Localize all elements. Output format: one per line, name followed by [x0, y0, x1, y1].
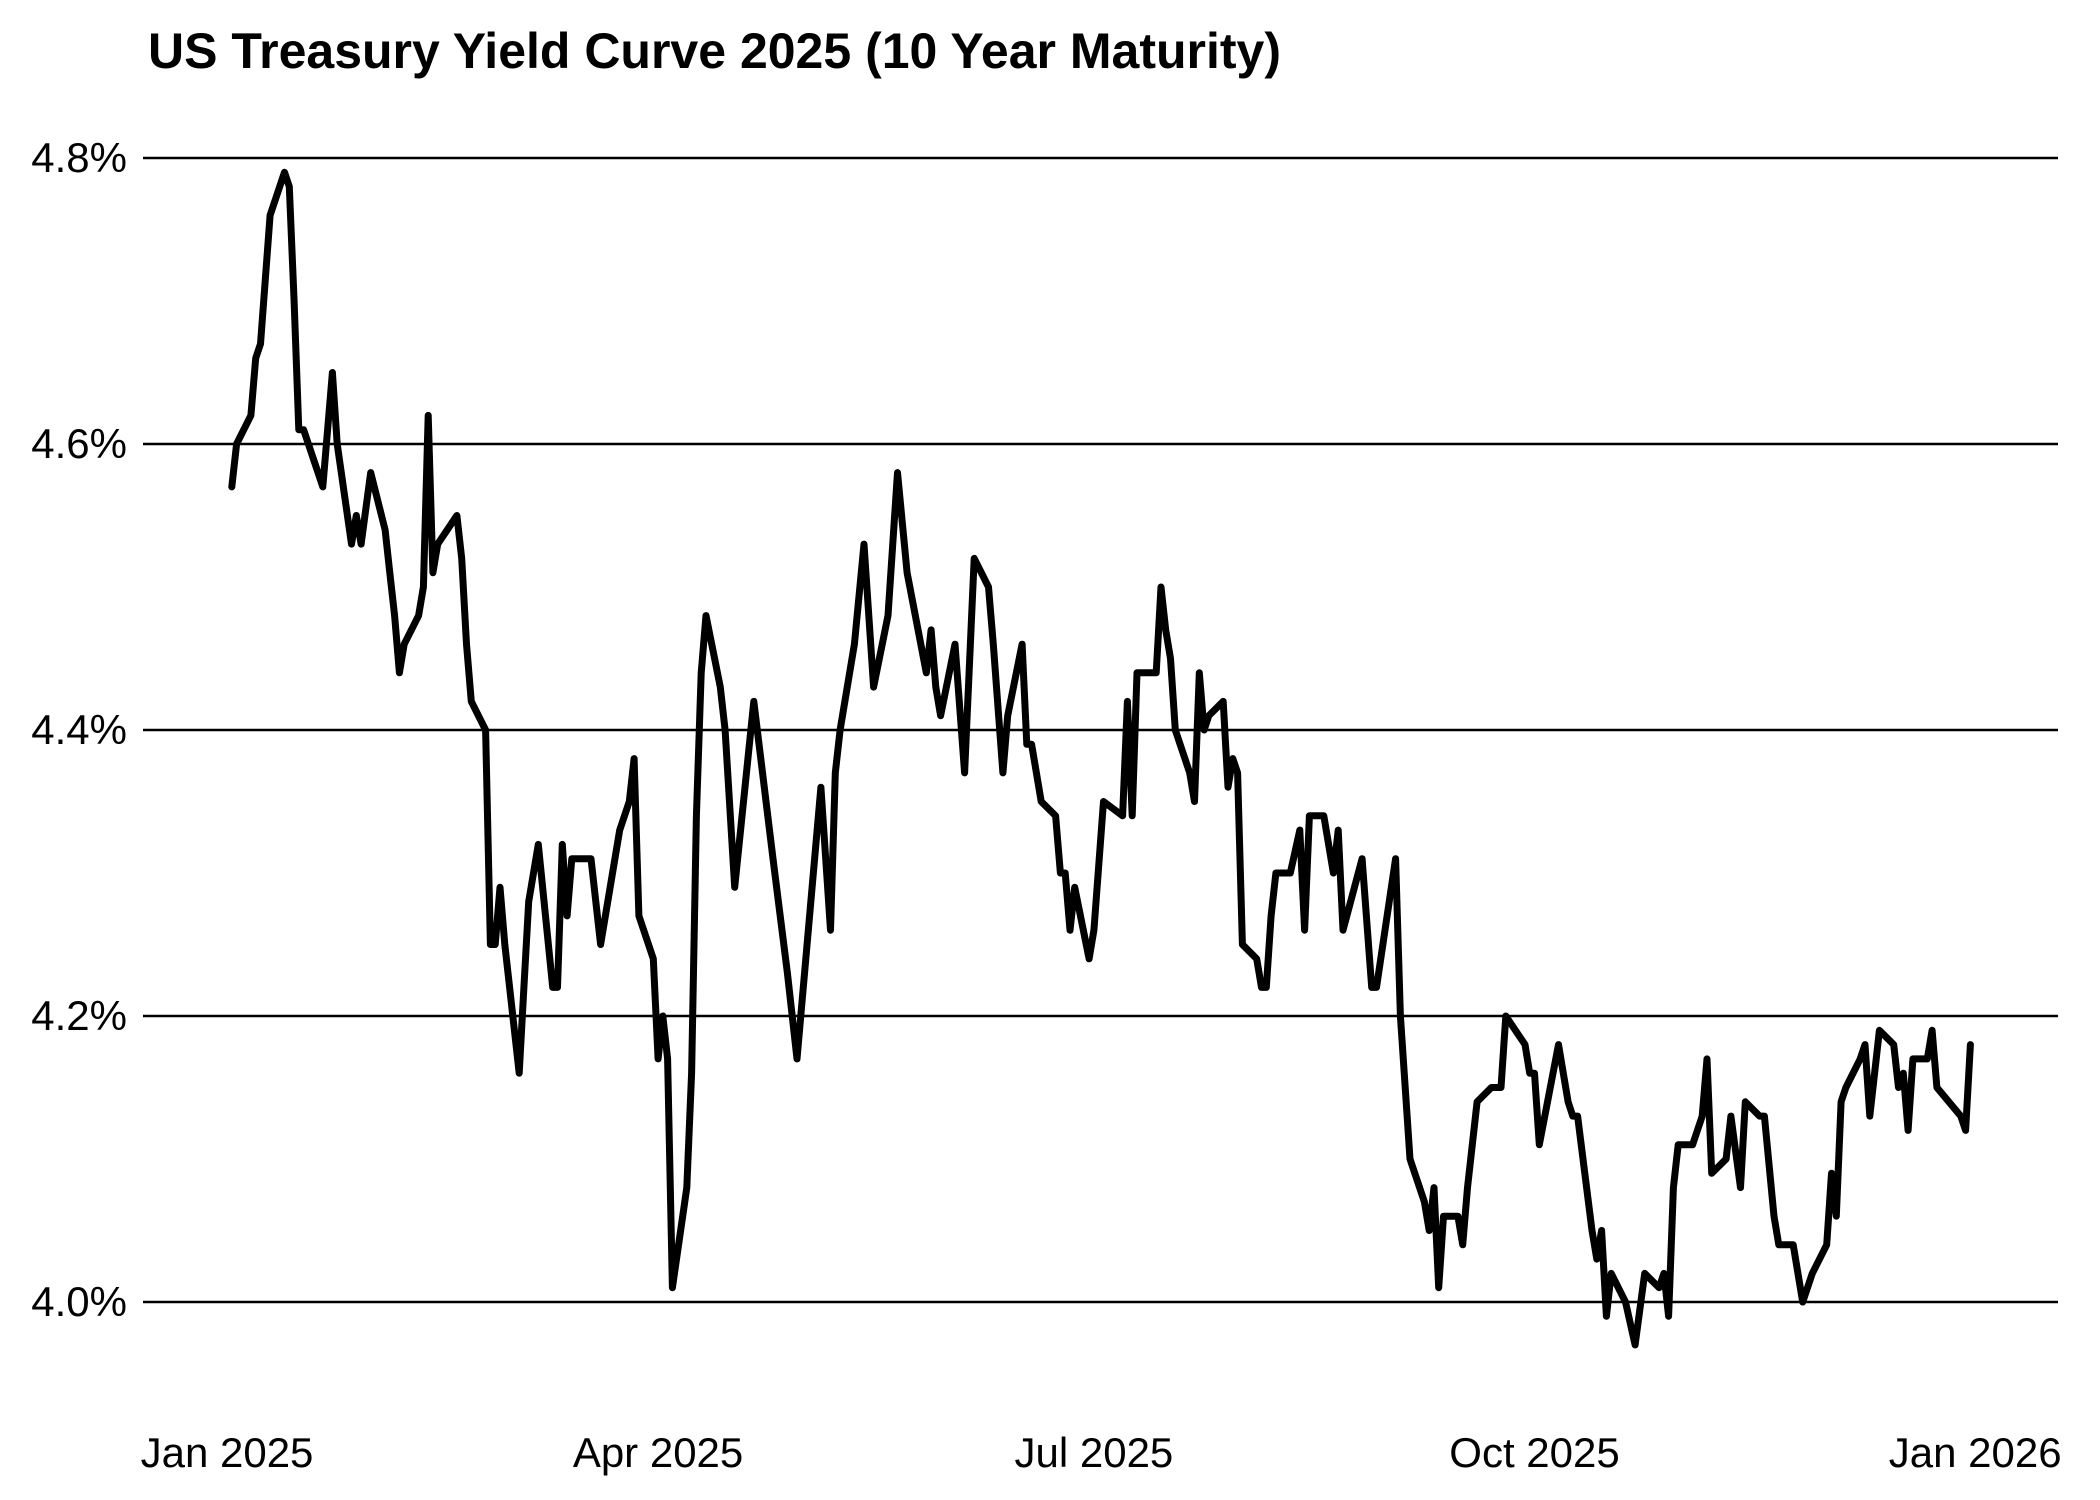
- chart-title: US Treasury Yield Curve 2025 (10 Year Ma…: [148, 23, 1281, 79]
- y-axis-tick-label: 4.2%: [31, 992, 127, 1039]
- x-axis-tick-label: Jan 2025: [140, 1429, 314, 1476]
- y-axis-tick-label: 4.4%: [31, 706, 127, 753]
- y-axis-tick-label: 4.0%: [31, 1278, 127, 1325]
- x-axis-tick-label: Oct 2025: [1449, 1429, 1620, 1476]
- yield-line-group: [228, 168, 1974, 1349]
- y-axis-tick-label: 4.6%: [31, 420, 127, 467]
- x-axis-tick-label: Jan 2026: [1888, 1429, 2062, 1476]
- x-axis-tick-label: Apr 2025: [572, 1429, 744, 1476]
- x-axis-tick-label: Jul 2025: [1014, 1429, 1174, 1476]
- gridlines: [143, 156, 2058, 1304]
- y-axis-tick-label: 4.8%: [31, 134, 127, 181]
- yield-line: [228, 168, 1974, 1349]
